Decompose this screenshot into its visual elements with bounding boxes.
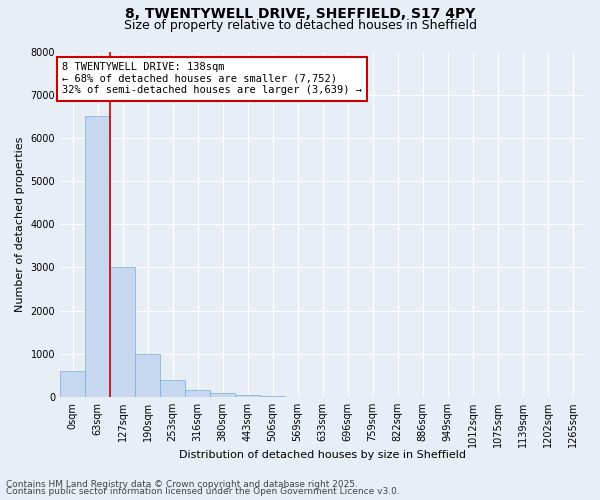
- Y-axis label: Number of detached properties: Number of detached properties: [15, 136, 25, 312]
- Text: 8 TWENTYWELL DRIVE: 138sqm
← 68% of detached houses are smaller (7,752)
32% of s: 8 TWENTYWELL DRIVE: 138sqm ← 68% of deta…: [62, 62, 362, 96]
- Bar: [60, 371, 85, 397]
- Text: Contains HM Land Registry data © Crown copyright and database right 2025.: Contains HM Land Registry data © Crown c…: [6, 480, 358, 489]
- X-axis label: Distribution of detached houses by size in Sheffield: Distribution of detached houses by size …: [179, 450, 466, 460]
- Bar: [135, 354, 160, 397]
- Bar: [210, 394, 235, 397]
- Bar: [110, 268, 135, 397]
- Text: Contains public sector information licensed under the Open Government Licence v3: Contains public sector information licen…: [6, 487, 400, 496]
- Text: 8, TWENTYWELL DRIVE, SHEFFIELD, S17 4PY: 8, TWENTYWELL DRIVE, SHEFFIELD, S17 4PY: [125, 8, 475, 22]
- Bar: [160, 380, 185, 397]
- Title: 8, TWENTYWELL DRIVE, SHEFFIELD, S17 4PY
Size of property relative to detached ho: 8, TWENTYWELL DRIVE, SHEFFIELD, S17 4PY …: [0, 499, 1, 500]
- Text: Size of property relative to detached houses in Sheffield: Size of property relative to detached ho…: [124, 19, 476, 32]
- Bar: [185, 390, 210, 397]
- Bar: [235, 394, 260, 397]
- Bar: [85, 116, 110, 397]
